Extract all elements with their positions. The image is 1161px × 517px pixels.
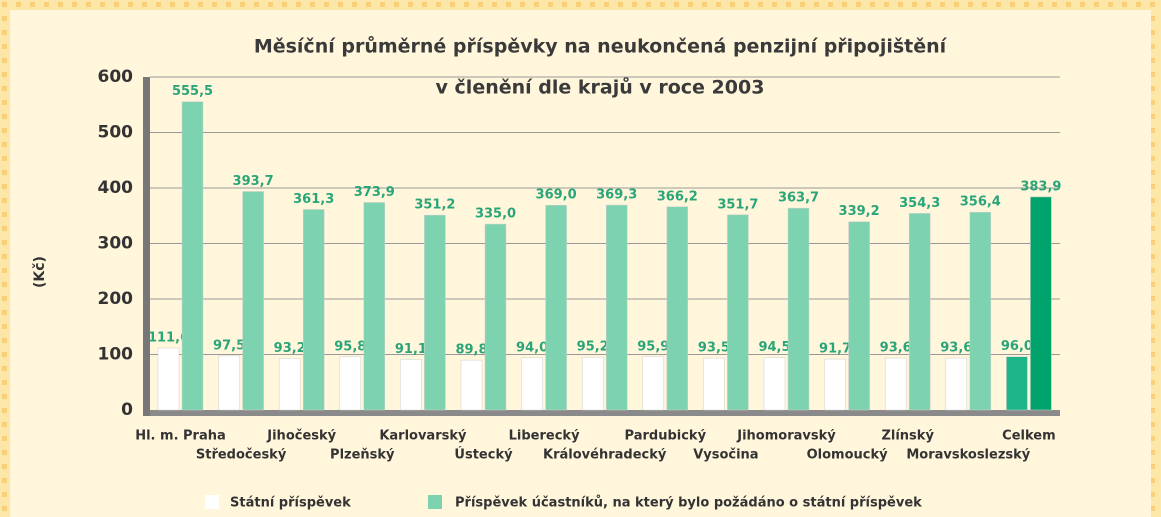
data-label: 94,5 [758,340,790,355]
bar [181,101,204,411]
x-tick-label: Jihočeský [266,429,336,444]
bar [727,214,749,411]
bar [884,357,907,411]
bar [242,191,264,411]
data-label: 95,8 [334,339,366,354]
x-tick-label: Plzeňský [330,448,395,463]
bar [339,356,362,411]
bar [642,356,665,411]
data-label: 555,5 [172,84,213,99]
x-tick-label: Hl. m. Praha [135,429,226,444]
data-label: 111,6 [148,331,189,346]
y-axis [143,77,150,416]
data-label: 96,0 [1001,339,1033,354]
bar [763,357,786,411]
bar [521,357,543,411]
data-label: 89,8 [455,343,487,358]
bar [581,356,604,411]
y-tick-label: 500 [98,123,134,143]
data-label: 351,7 [717,197,758,212]
bar [400,359,422,411]
chart-subtitle: v členění dle krajů v roce 2003 [436,76,765,99]
data-label: 354,3 [899,196,940,211]
bar [666,206,689,411]
x-tick-label: Vysočina [693,448,758,463]
bar [848,221,870,411]
data-label: 95,2 [577,340,609,355]
legend-label: Státní příspěvek [230,496,351,511]
x-tick-label: Karlovarský [379,429,467,444]
x-tick-label: Jihomoravský [736,429,836,444]
data-label: 339,2 [839,204,880,219]
x-tick-label: Olomoucký [807,448,889,463]
data-label: 95,9 [637,339,669,354]
bar [424,214,446,411]
bar [157,347,180,411]
bar [484,223,507,411]
bar [1030,196,1052,411]
data-label: 335,0 [475,207,516,222]
y-tick-label: 300 [98,234,134,254]
bar [703,357,725,411]
chart-title: Měsíční průměrné příspěvky na neukončená… [254,35,948,58]
data-label: 361,3 [293,192,334,207]
data-label: 366,2 [657,189,698,204]
data-label: 393,7 [233,174,274,189]
data-label: 363,7 [778,191,819,206]
data-label: 91,7 [819,342,851,357]
data-label: 383,9 [1020,179,1061,194]
bar [787,207,810,411]
bar [824,358,846,411]
data-label: 91,1 [395,342,427,357]
x-tick-label: Pardubický [625,429,707,444]
data-label: 93,6 [940,341,972,356]
legend-swatch [205,495,219,509]
y-tick-label: 100 [98,345,134,365]
bar [945,357,968,411]
x-tick-label: Ústecký [454,447,513,463]
y-axis-label: (Kč) [32,256,48,288]
data-label: 97,5 [213,338,245,353]
data-label: 93,6 [880,341,912,356]
data-label: 369,3 [596,188,637,203]
bar [1006,356,1028,411]
data-label: 93,2 [274,341,306,356]
bar [969,211,992,411]
data-label: 94,0 [516,340,548,355]
legend-label: Příspěvek účastníků, na který bylo požád… [455,496,922,511]
bar [278,358,301,411]
data-label: 356,4 [960,195,1001,210]
y-tick-label: 400 [98,178,134,198]
bar [545,204,567,411]
x-tick-label: Královéhradecký [543,448,667,463]
bar [363,202,386,411]
legend-swatch [428,495,442,509]
bar [605,204,628,411]
bar [908,213,931,411]
x-tick-label: Celkem [1002,429,1055,444]
y-tick-label: 600 [98,67,134,87]
data-label: 351,2 [414,198,455,213]
x-tick-label: Liberecký [509,429,580,444]
bar [218,355,240,411]
x-tick-label: Zlínský [881,429,934,444]
y-tick-label: 200 [98,289,134,309]
data-label: 369,0 [536,188,577,203]
x-tick-label: Středočeský [196,448,287,463]
y-tick-label: 0 [121,400,133,420]
bar [460,359,483,411]
data-label: 373,9 [354,185,395,200]
bar [302,209,325,411]
floor [150,410,1060,416]
x-tick-label: Moravskoslezský [906,448,1030,463]
data-label: 93,5 [698,341,730,356]
